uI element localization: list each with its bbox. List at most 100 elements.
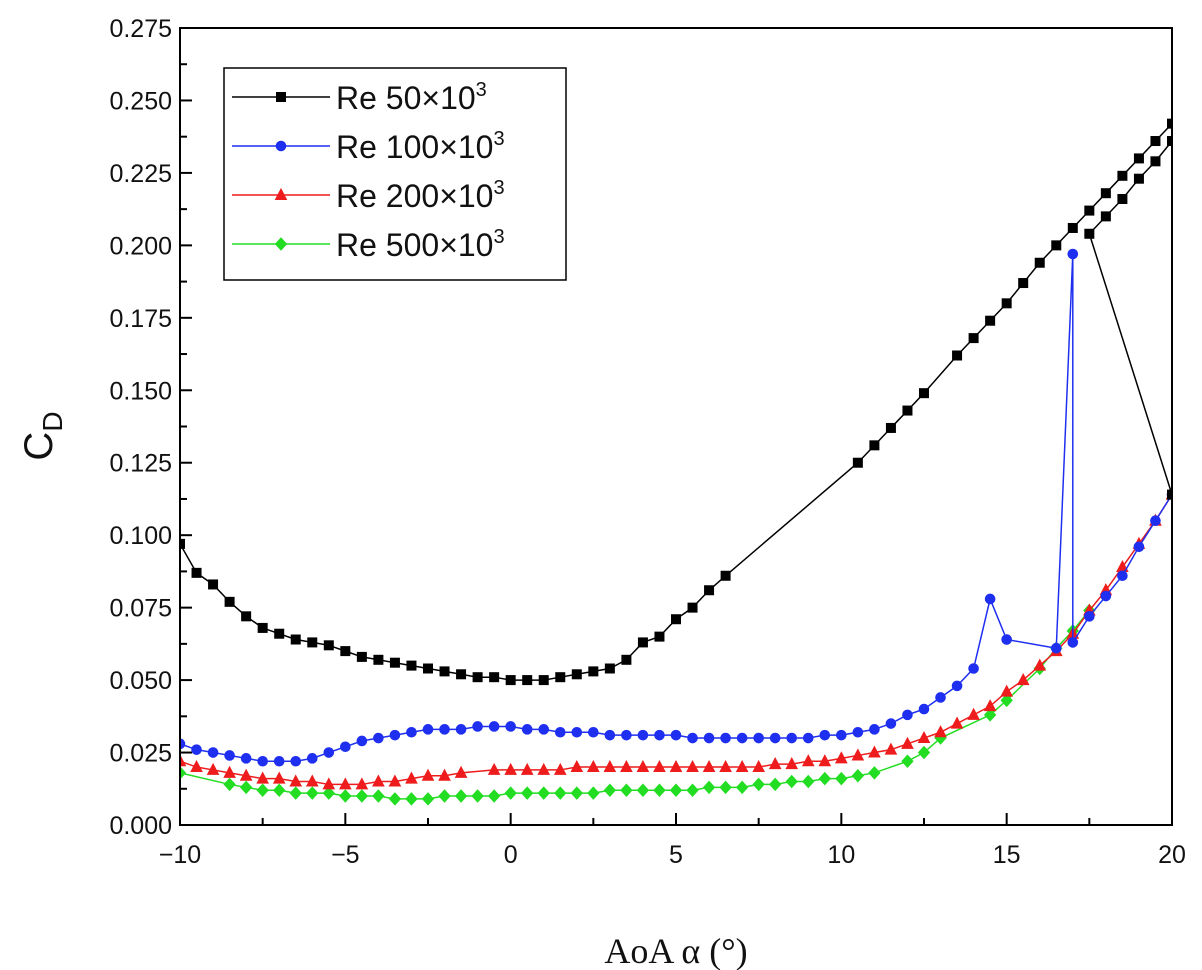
data-point [290, 755, 302, 767]
data-point [604, 663, 615, 674]
data-point [224, 596, 235, 607]
data-point [537, 786, 550, 800]
data-point [704, 585, 715, 596]
data-point [339, 789, 352, 803]
data-point [373, 732, 384, 744]
data-point [208, 579, 219, 590]
data-point [621, 729, 632, 741]
data-point [653, 759, 666, 773]
data-point [504, 762, 517, 775]
legend-entry: Re 200×103 [232, 177, 505, 214]
data-point [1000, 693, 1013, 708]
data-point [852, 726, 864, 738]
data-point [571, 726, 583, 738]
data-point [373, 654, 384, 665]
data-point [554, 786, 567, 800]
data-point [489, 672, 500, 683]
data-point [604, 729, 616, 741]
y-axis-title: CD [17, 411, 68, 460]
data-point [356, 651, 367, 662]
data-point [818, 754, 832, 767]
data-point [1150, 156, 1161, 167]
series-1 [180, 118, 1172, 686]
data-point [1133, 173, 1144, 184]
data-point [339, 777, 352, 790]
data-point [239, 768, 253, 781]
series-2 [180, 248, 1172, 767]
data-point [239, 780, 253, 795]
data-point [521, 786, 534, 800]
x-tick-label: 20 [1158, 841, 1186, 869]
data-point [785, 774, 798, 789]
svg-text:CD: CD [17, 411, 68, 460]
data-point [588, 666, 599, 677]
data-point [538, 675, 549, 686]
data-point [223, 777, 236, 792]
data-point [720, 570, 731, 581]
data-point [885, 718, 897, 729]
data-point [702, 780, 716, 795]
data-point [1117, 193, 1128, 204]
data-point [968, 663, 979, 674]
data-point [306, 786, 319, 800]
data-point [1167, 118, 1172, 129]
data-point [240, 753, 252, 764]
data-point [570, 759, 584, 773]
data-point [1167, 136, 1172, 147]
legend-label-exponent: 3 [493, 128, 504, 150]
data-point [819, 729, 831, 741]
data-point [802, 732, 814, 744]
data-point [421, 792, 435, 806]
data-point [306, 753, 318, 764]
data-point [323, 640, 334, 651]
data-point [769, 732, 781, 744]
data-point [1133, 153, 1144, 164]
data-point [935, 692, 946, 703]
data-point [439, 724, 450, 735]
data-point [835, 771, 848, 786]
data-point [224, 750, 235, 761]
data-point [669, 783, 683, 797]
y-axis-title-sub: D [37, 411, 68, 431]
data-point [654, 631, 665, 642]
data-point [835, 751, 848, 764]
data-point [1067, 637, 1079, 648]
data-point [902, 709, 913, 721]
data-point [603, 759, 617, 773]
data-point [488, 721, 500, 732]
data-point [553, 762, 567, 775]
data-point [1067, 248, 1079, 260]
data-point [1033, 658, 1047, 671]
data-point [967, 707, 980, 720]
data-point [671, 614, 681, 625]
data-point [736, 732, 748, 744]
data-point [305, 774, 319, 787]
data-point [406, 660, 417, 671]
data-point [1001, 634, 1012, 645]
data-point [1100, 211, 1111, 222]
data-point [520, 762, 534, 775]
data-point [180, 766, 187, 780]
data-point [206, 762, 220, 775]
data-point [504, 786, 517, 800]
legend: Re 50×103 Re 100×103 Re 200×103 Re 500×103 [223, 67, 567, 281]
data-point [735, 780, 749, 795]
data-point [191, 744, 202, 755]
data-point [389, 657, 400, 668]
x-tick-label: 15 [993, 841, 1021, 869]
data-point [720, 732, 731, 744]
y-tick-label: 0.050 [109, 667, 172, 695]
data-point [1150, 136, 1161, 147]
data-point [869, 440, 880, 451]
data-point [555, 672, 566, 683]
data-point [1084, 205, 1095, 216]
data-point [455, 724, 467, 735]
data-point [752, 759, 765, 773]
data-point [1050, 642, 1062, 654]
legend-marker [274, 187, 288, 200]
y-tick-label: 0.125 [109, 450, 172, 478]
data-point [456, 669, 467, 680]
data-point [702, 759, 716, 773]
data-point [983, 708, 997, 722]
data-point [191, 567, 202, 578]
